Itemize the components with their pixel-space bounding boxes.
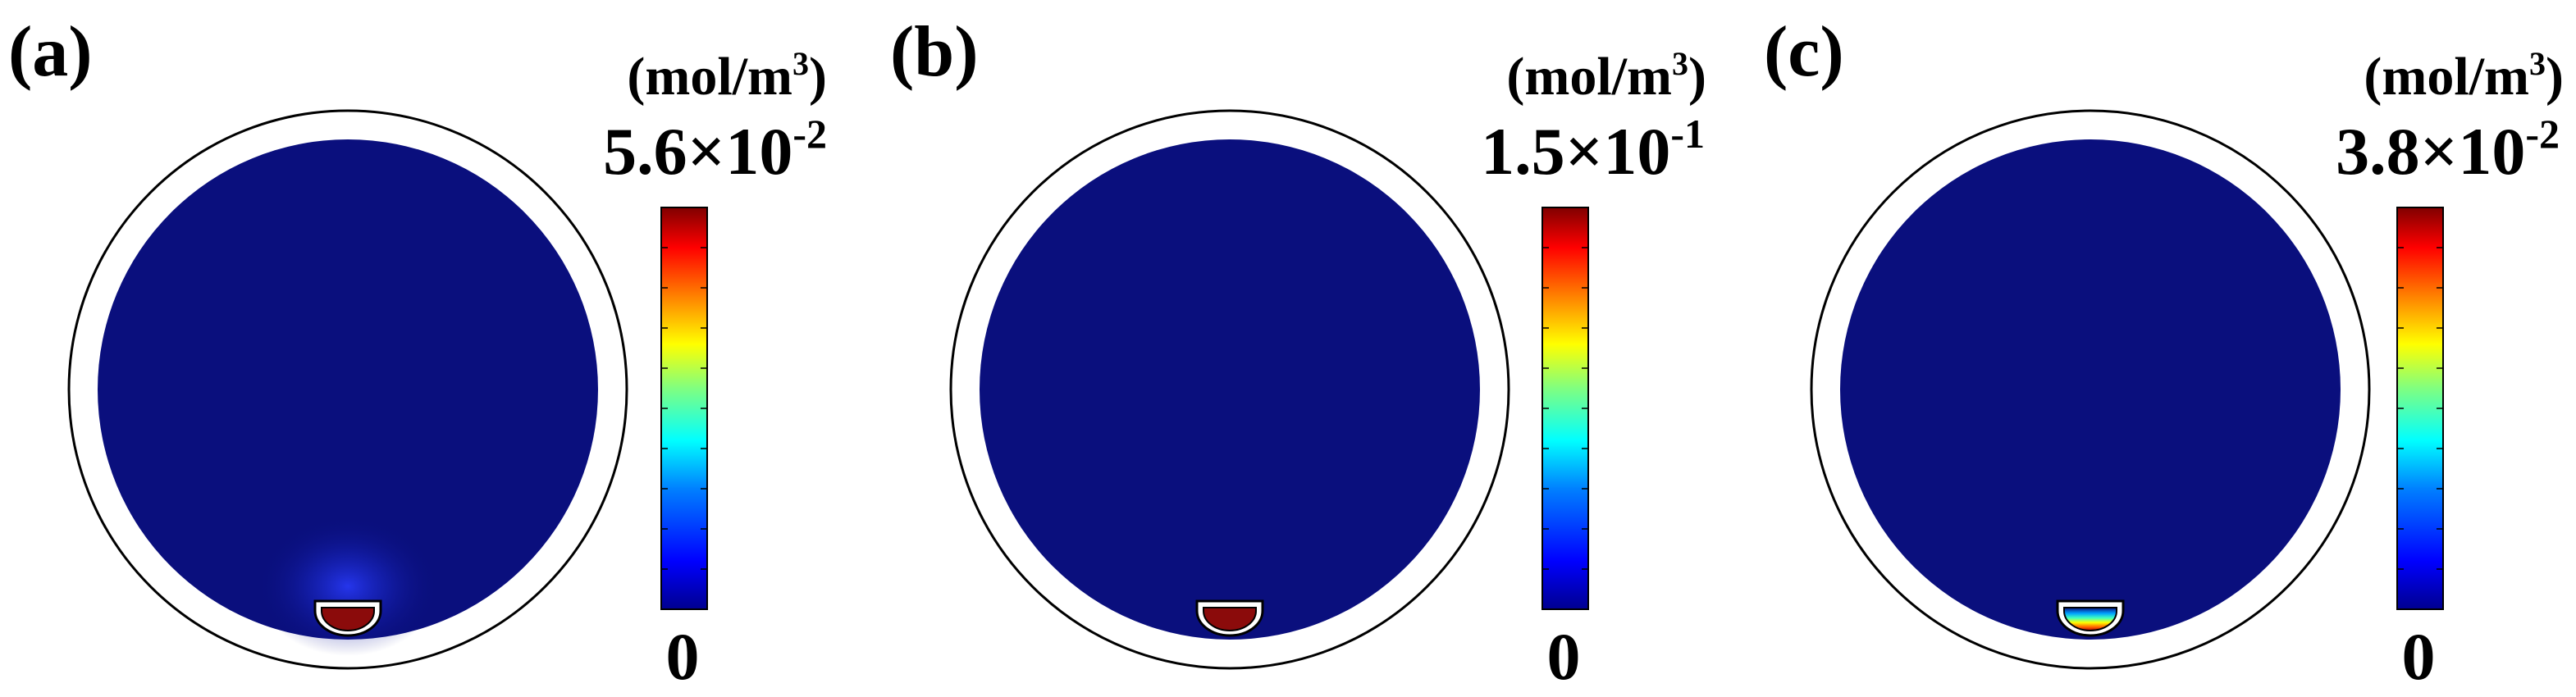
source-cup-c xyxy=(2056,599,2125,637)
panel-label-b: (b) xyxy=(890,12,979,92)
colorbar-ticks-c xyxy=(2397,247,2443,570)
unit-label-c: (mol/m3) xyxy=(2364,45,2564,107)
colorbar-c xyxy=(2396,207,2444,610)
unit-label-a: (mol/m3) xyxy=(627,45,827,107)
colorbar-min-a: 0 xyxy=(666,619,700,694)
colorbar-max-a: 5.6×10-2 xyxy=(603,111,827,189)
panel-label-c: (c) xyxy=(1764,12,1844,92)
panel-label-a: (a) xyxy=(8,12,93,92)
colorbar-min-c: 0 xyxy=(2402,619,2436,694)
panel-a: (a) (mol/m3) 5.6×10-2 0 xyxy=(8,12,827,694)
source-cup-a xyxy=(313,599,382,637)
colorbar-max-c: 3.8×10-2 xyxy=(2336,111,2560,189)
source-cup-b xyxy=(1195,599,1264,637)
panel-c: (c) (mol/m3) 3.8×10-2 0 xyxy=(1764,12,2564,694)
source-glow-a xyxy=(258,517,438,656)
colorbar-b xyxy=(1541,207,1589,610)
colorbar-ticks-b xyxy=(1542,247,1588,570)
domain-fill-a xyxy=(98,139,598,640)
colorbar-max-b: 1.5×10-1 xyxy=(1481,111,1705,189)
colorbar-a xyxy=(660,207,708,610)
colorbar-min-b: 0 xyxy=(1547,619,1581,694)
domain-fill-b xyxy=(980,139,1480,640)
unit-label-b: (mol/m3) xyxy=(1506,45,1706,107)
colorbar-ticks-a xyxy=(661,247,707,570)
domain-fill-c xyxy=(1840,139,2341,640)
panel-b: (b) (mol/m3) 1.5×10-1 0 xyxy=(890,12,1706,694)
